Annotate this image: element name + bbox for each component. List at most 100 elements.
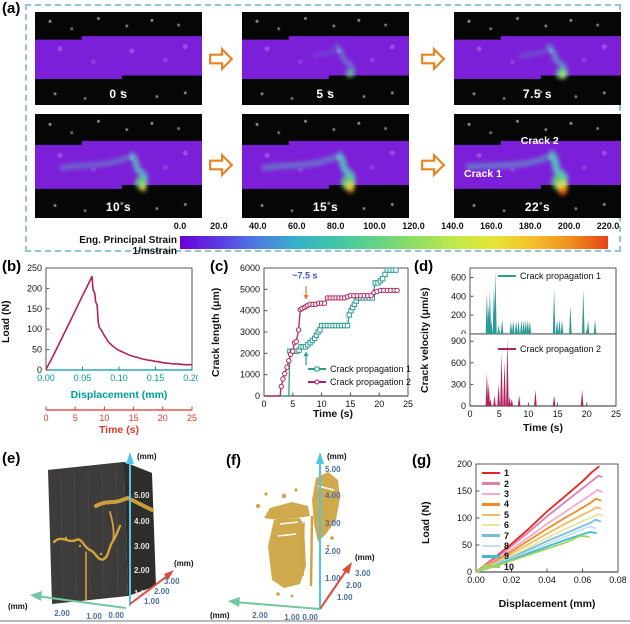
x-axis: 0.00 0.02 0.04 0.06 0.08 bbox=[467, 568, 627, 585]
legend-item: 7 bbox=[482, 530, 514, 541]
legend-swatch bbox=[482, 482, 500, 485]
legend-item: 10 bbox=[482, 562, 514, 572]
strain-map-strip bbox=[35, 36, 202, 79]
crack-overlay bbox=[311, 43, 355, 78]
svg-text:0.15: 0.15 bbox=[147, 373, 165, 383]
legend-label: 1 bbox=[504, 468, 510, 479]
svg-text:0: 0 bbox=[461, 401, 466, 411]
legend-item: 8 bbox=[482, 541, 514, 551]
chart-crack-velocity-1: 0 200 400 600 bbox=[436, 262, 622, 339]
axis-unit-label: (mm) bbox=[137, 452, 157, 461]
legend-item: 6 bbox=[482, 520, 514, 530]
chart-canvas: 0 5 10 15 20 25 bbox=[43, 406, 197, 423]
strain-map-strip bbox=[454, 36, 621, 79]
c-y-axis-title: Crack length (μm) bbox=[210, 287, 222, 377]
colorbar-tick-label: 20.0 bbox=[210, 221, 228, 231]
panel-a-dic-box: 0 s 5 s 7.5 s bbox=[25, 4, 621, 257]
colorbar-tick-label: 180.0 bbox=[518, 221, 542, 231]
svg-text:0.20: 0.20 bbox=[183, 373, 198, 383]
colorbar-tick-label: 60.0 bbox=[287, 221, 306, 231]
svg-text:250: 250 bbox=[27, 263, 42, 273]
z-axis: (mm) 5.00 4.00 3.00 2.00 1.00 0.00 bbox=[302, 452, 347, 622]
svg-text:0: 0 bbox=[467, 567, 472, 577]
colorbar-tick-label: 40.0 bbox=[249, 221, 267, 231]
colorbar-tick-label: 160.0 bbox=[480, 221, 503, 231]
tick-label: 5.00 bbox=[325, 465, 341, 474]
legend-label: 3 bbox=[504, 488, 510, 499]
panel-a-label: (a) bbox=[2, 0, 21, 17]
legend-item: 5 bbox=[482, 510, 514, 520]
tick-label: 2.00 bbox=[134, 566, 150, 575]
legend-item: Crack propagation 1 bbox=[308, 362, 411, 375]
panel-e-label: (e) bbox=[2, 450, 21, 467]
legend-item: Crack propagation 2 bbox=[498, 342, 601, 355]
svg-text:0.00: 0.00 bbox=[467, 575, 485, 585]
d-y-axis-title: Crack velocity (μm/s) bbox=[419, 287, 431, 393]
svg-text:0: 0 bbox=[255, 391, 260, 401]
crack-overlay bbox=[518, 43, 568, 79]
legend-swatch bbox=[482, 471, 500, 475]
frame-time-label: 7.5 s bbox=[522, 87, 553, 102]
ct-volume-rendering: (mm) 5.00 4.00 3.00 2.00 1.00 0.00 (mm) … bbox=[8, 452, 194, 621]
ct-crack bbox=[52, 495, 154, 601]
chart-canvas: 0.00 0.05 0.10 0.15 0.20 0 50 100 150 200 250 bbox=[27, 263, 201, 383]
axis-unit-label: (mm) bbox=[355, 553, 375, 562]
legend-swatch bbox=[498, 347, 516, 350]
svg-text:200: 200 bbox=[451, 310, 466, 320]
axis-unit-label: (mm) bbox=[210, 611, 230, 620]
svg-text:5: 5 bbox=[497, 409, 502, 419]
cycle-legend: 1 2 3 4 5 6 7 8 9 10 bbox=[482, 468, 514, 572]
legend-label: Crack propagation 2 bbox=[520, 343, 602, 354]
crack-overlay bbox=[59, 151, 148, 192]
svg-text:150: 150 bbox=[27, 304, 42, 314]
series bbox=[475, 465, 604, 573]
tick-label: 4.00 bbox=[325, 491, 341, 500]
chart-crack-velocity-2: 0 5 10 15 20 25 0 300 600 900 bbox=[436, 333, 622, 435]
legend-swatch bbox=[482, 503, 500, 506]
colorbar-tick-label: 0.0 bbox=[173, 221, 187, 231]
strain-map-strip bbox=[242, 141, 409, 189]
crack-overlay bbox=[261, 151, 356, 193]
svg-text:600: 600 bbox=[451, 272, 466, 282]
tick-label: 4.00 bbox=[134, 517, 150, 526]
legend-label: 2 bbox=[504, 478, 510, 489]
chart-canvas: 0 5 10 15 20 25 0 1000 2000 3000 4000 5000 6000 ~7.5 … bbox=[240, 263, 413, 409]
legend-label: 8 bbox=[504, 540, 510, 551]
colorbar-tick-label: 120.0 bbox=[402, 221, 425, 231]
svg-text:25: 25 bbox=[187, 413, 197, 423]
legend-label: 5 bbox=[504, 509, 510, 520]
svg-text:5: 5 bbox=[73, 413, 78, 423]
tick-label: 1.00 bbox=[325, 574, 341, 583]
svg-text:50: 50 bbox=[32, 345, 42, 355]
depth-axis: (mm) 1.00 2.00 3.00 bbox=[129, 559, 194, 606]
dic-frame-7-5s: 7.5 s bbox=[454, 12, 621, 105]
svg-text:~7.5 s: ~7.5 s bbox=[292, 271, 317, 281]
series bbox=[485, 338, 584, 406]
svg-text:25: 25 bbox=[611, 409, 621, 419]
tick-label: 2.00 bbox=[154, 587, 170, 596]
svg-text:600: 600 bbox=[451, 358, 466, 368]
legend-label: Crack propagation 2 bbox=[330, 376, 412, 387]
tick-label: 2.00 bbox=[346, 581, 362, 590]
frame-time-label: 22 s bbox=[524, 199, 551, 214]
velocity-1-legend: Crack propagation 1 bbox=[498, 269, 601, 282]
g-x-axis-title: Displacement (mm) bbox=[498, 598, 596, 610]
svg-text:200: 200 bbox=[457, 459, 472, 469]
colorbar-title: Eng. Principal Strain 1/mstrain bbox=[79, 235, 177, 257]
right-arrow-icon bbox=[421, 46, 446, 72]
axis-unit-label: (mm) bbox=[174, 559, 194, 568]
crack-overlay bbox=[465, 149, 569, 196]
tick-label: 3.00 bbox=[134, 542, 150, 551]
svg-text:10: 10 bbox=[99, 413, 109, 423]
svg-text:0.05: 0.05 bbox=[74, 373, 92, 383]
tick-label: 1.00 bbox=[134, 589, 150, 598]
y-axis: 0 50 100 150 200 bbox=[457, 459, 480, 577]
svg-text:15: 15 bbox=[553, 409, 563, 419]
legend-item: 9 bbox=[482, 551, 514, 561]
panel-g-label: (g) bbox=[412, 452, 432, 469]
d-x-axis-title: Time (s) bbox=[522, 422, 564, 434]
c-x-axis-title: Time (s) bbox=[312, 408, 354, 420]
tick-label: 2.00 bbox=[54, 609, 70, 618]
svg-text:1000: 1000 bbox=[240, 370, 260, 380]
